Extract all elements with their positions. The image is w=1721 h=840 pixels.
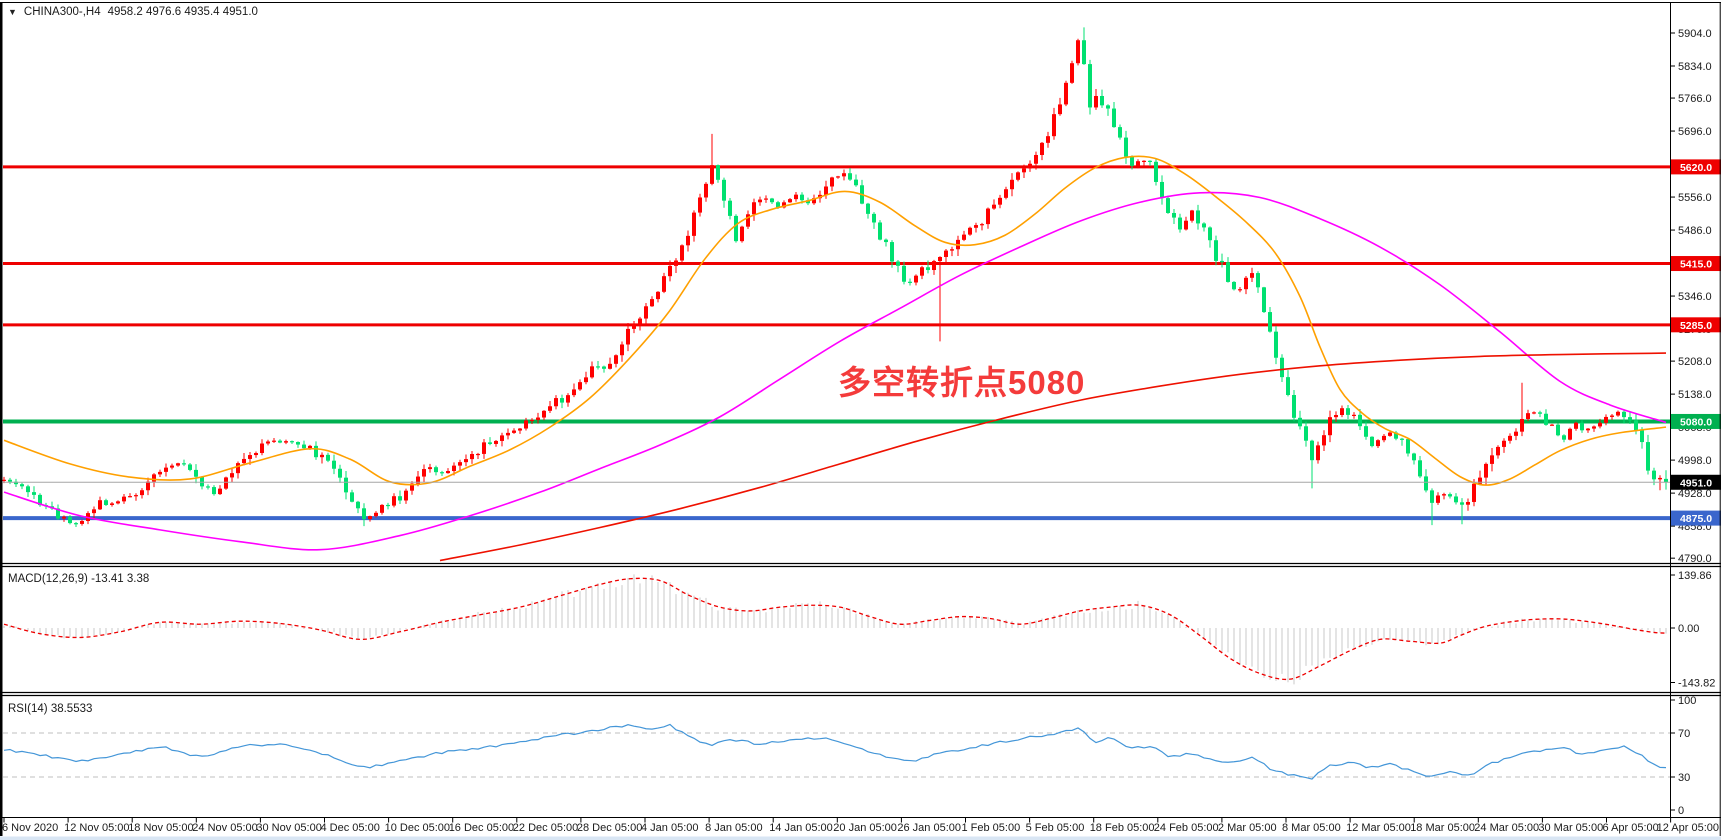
time-tick-label: 26 Jan 05:00 xyxy=(897,822,961,834)
svg-text:4875.0: 4875.0 xyxy=(1680,513,1712,525)
chart-annotation-text[interactable]: 多空转折点5080 xyxy=(838,364,1086,401)
time-tick-label: 4 Jan 05:00 xyxy=(641,822,699,834)
svg-text:5285.0: 5285.0 xyxy=(1680,320,1712,332)
time-tick-label: 2 Mar 05:00 xyxy=(1218,822,1277,834)
time-axis-scale[interactable] xyxy=(2,818,1670,836)
price-tick-label: 5766.0 xyxy=(1678,93,1712,105)
bottom-strip xyxy=(0,836,1721,840)
chart-header: ▼ CHINA300-,H4 4958.2 4976.6 4935.4 4951.0 xyxy=(8,6,258,18)
macd-panel-content xyxy=(3,574,1667,685)
time-tick-label: 18 Feb 05:00 xyxy=(1090,822,1155,834)
rsi-tick-label: 100 xyxy=(1678,695,1696,707)
time-tick-label: 22 Dec 05:00 xyxy=(513,822,578,834)
main-chart-plot-area[interactable] xyxy=(2,3,1670,563)
time-tick-label: 10 Dec 05:00 xyxy=(385,822,450,834)
rsi-tick-label: 70 xyxy=(1678,728,1690,740)
time-tick-label: 12 Mar 05:00 xyxy=(1346,822,1411,834)
price-line-label xyxy=(1671,317,1721,333)
time-tick-label: 30 Nov 05:00 xyxy=(256,822,321,834)
time-tick-label: 6 Nov 2020 xyxy=(2,822,58,834)
time-tick-label: 4 Dec 05:00 xyxy=(321,822,380,834)
rsi-tick-label: 30 xyxy=(1678,772,1690,784)
time-tick-label: 24 Nov 05:00 xyxy=(192,822,257,834)
current-price-label xyxy=(1671,474,1721,490)
svg-text:5620.0: 5620.0 xyxy=(1680,162,1712,174)
macd-tick-label: 139.86 xyxy=(1678,570,1712,582)
time-tick-label: 28 Dec 05:00 xyxy=(577,822,642,834)
time-tick-label: 8 Mar 05:00 xyxy=(1282,822,1341,834)
price-tick-label: 5834.0 xyxy=(1678,61,1712,73)
price-tick-label: 4928.0 xyxy=(1678,488,1712,500)
ma-line-mid-magenta xyxy=(3,191,1667,551)
macd-panel-area[interactable] xyxy=(2,567,1670,692)
ohlc-values: 4958.2 4976.6 4935.4 4951.0 xyxy=(107,6,258,18)
macd-signal-line xyxy=(3,577,1667,681)
time-tick-label: 1 Feb 05:00 xyxy=(962,822,1021,834)
time-tick-label: 12 Nov 05:00 xyxy=(64,822,129,834)
price-tick-label: 5904.0 xyxy=(1678,28,1712,40)
svg-text:4951.0: 4951.0 xyxy=(1680,477,1712,489)
time-tick-label: 12 Apr 05:00 xyxy=(1657,822,1719,834)
axes: 5904.05834.05766.05696.05626.05556.05486… xyxy=(2,28,1721,834)
price-tick-label: 4790.0 xyxy=(1678,553,1712,565)
price-tick-label: 5696.0 xyxy=(1678,126,1712,138)
horizontal-price-lines xyxy=(3,165,1670,521)
price-tick-label: 5556.0 xyxy=(1678,192,1712,204)
time-tick-label: 20 Jan 05:00 xyxy=(833,822,897,834)
price-tick-label: 4998.0 xyxy=(1678,455,1712,467)
price-tick-label: 5486.0 xyxy=(1678,225,1712,237)
time-tick-label: 16 Dec 05:00 xyxy=(449,822,514,834)
time-tick-label: 6 Apr 05:00 xyxy=(1603,822,1659,834)
price-line-label xyxy=(1671,510,1721,526)
macd-label: MACD(12,26,9) -13.41 3.38 xyxy=(8,573,149,585)
price-axis-scale[interactable] xyxy=(1671,3,1721,817)
rsi-panel-area[interactable] xyxy=(2,696,1670,817)
symbol-period-label: CHINA300-,H4 xyxy=(23,6,101,18)
time-tick-label: 8 Jan 05:00 xyxy=(705,822,763,834)
time-tick-label: 14 Jan 05:00 xyxy=(769,822,833,834)
time-tick-label: 30 Mar 05:00 xyxy=(1538,822,1603,834)
ma-line-slow-red xyxy=(439,352,1667,562)
price-tick-label: 5138.0 xyxy=(1678,389,1712,401)
time-tick-label: 18 Mar 05:00 xyxy=(1410,822,1475,834)
price-tick-label: 5208.0 xyxy=(1678,356,1712,368)
time-tick-label: 18 Nov 05:00 xyxy=(128,822,193,834)
price-line-label xyxy=(1671,256,1721,272)
chart-collapse-arrow-icon[interactable]: ▼ xyxy=(8,7,17,17)
rsi-panel-content xyxy=(3,723,1670,780)
price-line-label xyxy=(1671,159,1721,175)
time-tick-label: 5 Feb 05:00 xyxy=(1026,822,1085,834)
macd-tick-label: 0.00 xyxy=(1678,623,1699,635)
price-tick-label: 5346.0 xyxy=(1678,291,1712,303)
rsi-tick-label: 0 xyxy=(1678,805,1684,817)
rsi-line xyxy=(3,723,1667,780)
price-line-label xyxy=(1671,413,1721,429)
macd-tick-label: -143.82 xyxy=(1678,678,1715,690)
rsi-label: RSI(14) 38.5533 xyxy=(8,703,92,715)
svg-text:5080.0: 5080.0 xyxy=(1680,416,1712,428)
svg-text:5415.0: 5415.0 xyxy=(1680,259,1712,271)
time-tick-label: 24 Mar 05:00 xyxy=(1474,822,1539,834)
time-tick-label: 24 Feb 05:00 xyxy=(1154,822,1219,834)
